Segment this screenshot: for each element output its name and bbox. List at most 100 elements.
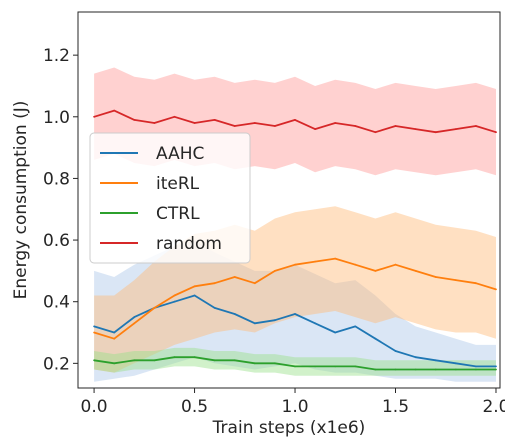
- data-point-aahc: [213, 307, 216, 309]
- y-tick-label: 0.8: [43, 169, 70, 189]
- data-point-ctrl: [475, 368, 477, 371]
- data-point-random: [434, 131, 437, 134]
- data-point-iterl: [153, 307, 156, 309]
- data-point-iterl: [233, 276, 236, 278]
- data-point-random: [314, 128, 316, 131]
- x-tick-label: 1.5: [382, 397, 409, 417]
- data-point-aahc: [93, 325, 95, 328]
- data-point-ctrl: [173, 356, 176, 359]
- data-point-iterl: [294, 263, 296, 266]
- data-point-ctrl: [314, 365, 316, 368]
- legend: AAHC iteRL CTRL random: [89, 132, 251, 264]
- data-point-iterl: [434, 276, 437, 278]
- data-point-random: [153, 122, 156, 124]
- y-tick-label: 1.0: [43, 108, 70, 128]
- data-point-random: [93, 115, 95, 118]
- data-point-ctrl: [93, 359, 95, 362]
- data-point-random: [113, 109, 116, 112]
- data-point-iterl: [354, 263, 357, 266]
- data-point-aahc: [274, 319, 276, 322]
- data-point-ctrl: [334, 365, 337, 368]
- plot-frame: [77, 11, 501, 389]
- data-point-iterl: [113, 337, 116, 340]
- data-point-ctrl: [434, 368, 437, 371]
- data-point-iterl: [394, 263, 397, 266]
- data-point-ctrl: [294, 365, 296, 368]
- data-point-ctrl: [454, 368, 457, 371]
- data-point-iterl: [475, 282, 477, 285]
- data-point-iterl: [253, 282, 256, 285]
- data-point-ctrl: [495, 368, 497, 371]
- legend-label-random: random: [156, 234, 222, 254]
- data-point-random: [133, 119, 136, 121]
- data-point-iterl: [334, 257, 337, 260]
- legend-label-iterl: iteRL: [156, 174, 200, 194]
- data-point-aahc: [475, 365, 477, 368]
- data-point-random: [274, 125, 276, 127]
- data-point-iterl: [374, 270, 377, 272]
- data-point-ctrl: [233, 359, 236, 362]
- y-tick-label: 0.2: [43, 354, 70, 374]
- data-point-iterl: [414, 270, 417, 272]
- data-point-ctrl: [113, 362, 116, 365]
- data-point-random: [374, 131, 377, 134]
- data-point-aahc: [495, 365, 497, 368]
- data-point-aahc: [233, 313, 236, 315]
- y-axis-ticks: 0.2 0.4 0.6 0.8 1.0 1.2: [43, 46, 78, 374]
- data-point-random: [475, 125, 477, 127]
- data-point-random: [394, 125, 397, 127]
- data-point-aahc: [253, 322, 256, 325]
- data-point-random: [193, 122, 196, 124]
- data-point-aahc: [354, 325, 357, 328]
- data-point-ctrl: [274, 362, 276, 365]
- data-point-aahc: [394, 350, 397, 352]
- data-point-ctrl: [133, 359, 136, 362]
- legend-label-ctrl: CTRL: [156, 204, 200, 224]
- data-point-random: [334, 122, 337, 124]
- data-point-iterl: [193, 285, 196, 288]
- data-point-aahc: [434, 359, 437, 362]
- data-point-iterl: [93, 331, 95, 334]
- data-point-random: [253, 122, 256, 124]
- data-point-iterl: [454, 279, 457, 281]
- data-point-aahc: [133, 316, 136, 318]
- data-point-random: [454, 128, 457, 131]
- y-axis-label: Energy consumption (J): [11, 101, 31, 300]
- x-axis-label: Train steps (x1e6): [212, 418, 366, 438]
- data-point-aahc: [294, 313, 296, 315]
- data-point-ctrl: [374, 368, 377, 371]
- data-point-ctrl: [253, 362, 256, 365]
- data-point-random: [495, 131, 497, 134]
- data-point-iterl: [314, 260, 316, 263]
- data-point-aahc: [113, 331, 116, 334]
- data-point-ctrl: [394, 368, 397, 371]
- y-tick-label: 0.6: [43, 231, 70, 251]
- data-point-ctrl: [354, 365, 357, 368]
- data-point-aahc: [374, 337, 377, 340]
- data-point-aahc: [414, 356, 417, 359]
- data-point-ctrl: [414, 368, 417, 371]
- data-point-random: [354, 125, 357, 127]
- x-tick-label: 0.0: [81, 397, 108, 417]
- data-point-random: [414, 128, 417, 131]
- data-point-random: [173, 115, 176, 118]
- data-point-iterl: [133, 322, 136, 325]
- data-point-iterl: [274, 270, 276, 272]
- data-point-aahc: [193, 294, 196, 297]
- y-tick-label: 0.4: [43, 293, 70, 313]
- legend-label-aahc: AAHC: [156, 144, 204, 164]
- data-point-iterl: [213, 282, 216, 285]
- legend-box: [89, 132, 251, 264]
- data-point-iterl: [173, 294, 176, 297]
- x-tick-label: 1.0: [282, 397, 309, 417]
- data-point-aahc: [173, 300, 176, 303]
- data-point-random: [294, 119, 296, 121]
- data-point-aahc: [314, 322, 316, 325]
- x-tick-label: 0.5: [181, 397, 208, 417]
- data-point-aahc: [334, 331, 337, 334]
- x-tick-label: 2.0: [482, 397, 505, 417]
- data-point-ctrl: [153, 359, 156, 362]
- data-point-aahc: [454, 362, 457, 365]
- data-point-ctrl: [213, 359, 216, 362]
